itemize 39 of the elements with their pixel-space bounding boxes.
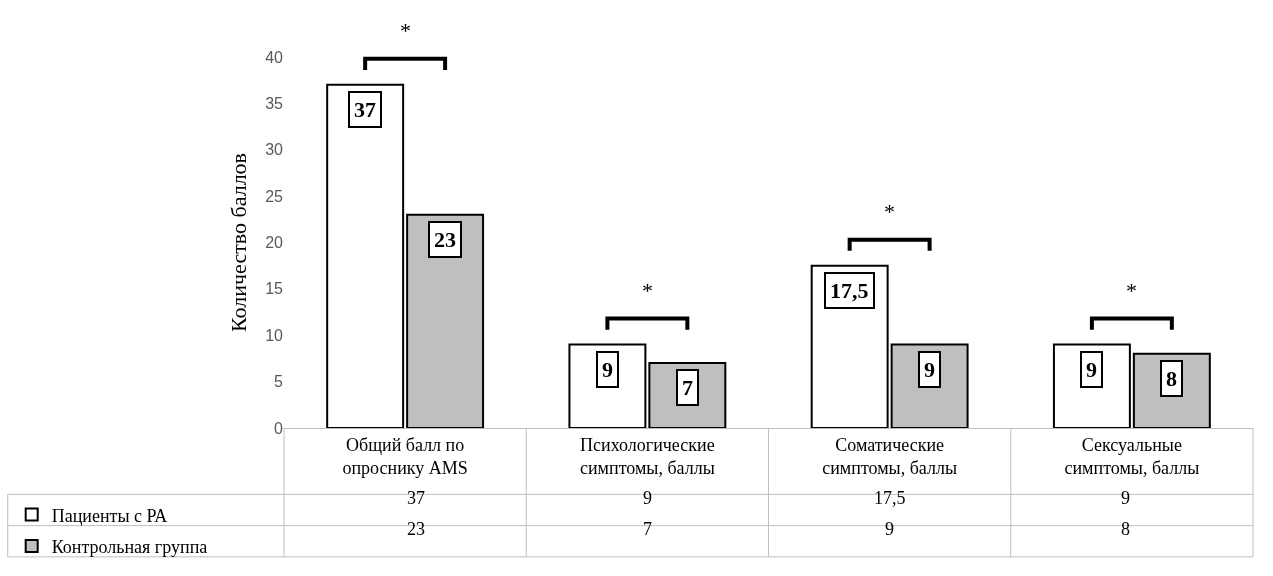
bar <box>1052 343 1131 428</box>
data-label: 17,5 <box>874 488 906 508</box>
data-label: 9 <box>885 519 894 539</box>
text: 23 <box>434 227 456 252</box>
data-label: 37 <box>407 488 425 508</box>
y-axis-title: Количество баллов <box>226 152 251 333</box>
text: 9 <box>924 357 935 382</box>
x-tick-label: Соматические симптомы, баллы <box>822 434 958 478</box>
data-label: 7 <box>643 519 652 539</box>
y-tick-label: 15 <box>265 280 284 298</box>
data-label: 23 <box>407 519 425 539</box>
legend-label: Контрольная группа <box>51 536 208 557</box>
data-label: 9 <box>1121 488 1130 508</box>
y-tick-label: 10 <box>265 326 284 344</box>
text: 17,5 <box>830 278 869 303</box>
annotation: * <box>1126 278 1137 303</box>
text: 8 <box>1166 366 1177 391</box>
y-tick-label: 30 <box>265 141 284 159</box>
y-tick-label: 35 <box>265 94 284 112</box>
x-tick-label: Сексуальные симптомы, баллы <box>1064 434 1200 478</box>
legend-label: Пациенты с РА <box>51 505 168 526</box>
bar <box>568 343 647 428</box>
x-tick-label: Общий балл по опроснику AMS <box>342 434 468 478</box>
bar <box>326 83 405 428</box>
y-tick-label: 40 <box>265 48 284 66</box>
annotation: * <box>642 278 653 303</box>
text: 37 <box>354 97 376 122</box>
text: * <box>400 18 411 43</box>
text: 9 <box>1086 357 1097 382</box>
text: 7 <box>682 375 693 400</box>
text: 9 <box>602 357 613 382</box>
y-tick-label: 0 <box>274 419 284 437</box>
y-tick-label: 25 <box>265 187 284 205</box>
annotation: * <box>884 199 895 224</box>
x-tick-label: Психологические симптомы, баллы <box>579 434 715 478</box>
data-label: 9 <box>643 488 652 508</box>
y-tick-label: 20 <box>265 234 284 252</box>
y-tick-label: 5 <box>274 373 284 391</box>
data-label: 8 <box>1121 519 1130 539</box>
